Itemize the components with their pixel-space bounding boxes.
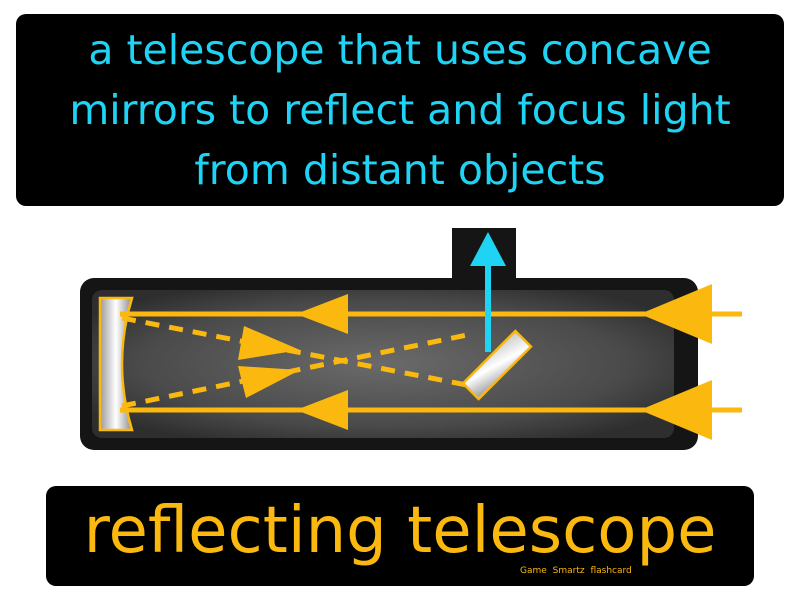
telescope-tube-inner <box>92 290 674 438</box>
definition-text: a telescope that uses concave mirrors to… <box>69 26 731 194</box>
term-box: reflecting telescope Game Smartz flashca… <box>46 486 754 586</box>
incoming-ray-arrowheads <box>296 284 712 440</box>
definition-box: a telescope that uses concave mirrors to… <box>16 14 784 206</box>
light-ray-arrow-icon <box>120 311 742 413</box>
term-title: reflecting telescope <box>83 494 717 568</box>
telescope-diagram <box>80 228 742 450</box>
concave-mirror-icon <box>98 296 134 432</box>
reflected-ray-arrowheads <box>238 326 300 398</box>
flat-mirror-icon <box>461 329 533 401</box>
brand-label: Game Smartz flashcard <box>520 566 632 576</box>
reflected-ray-to-eyepiece <box>470 232 506 352</box>
